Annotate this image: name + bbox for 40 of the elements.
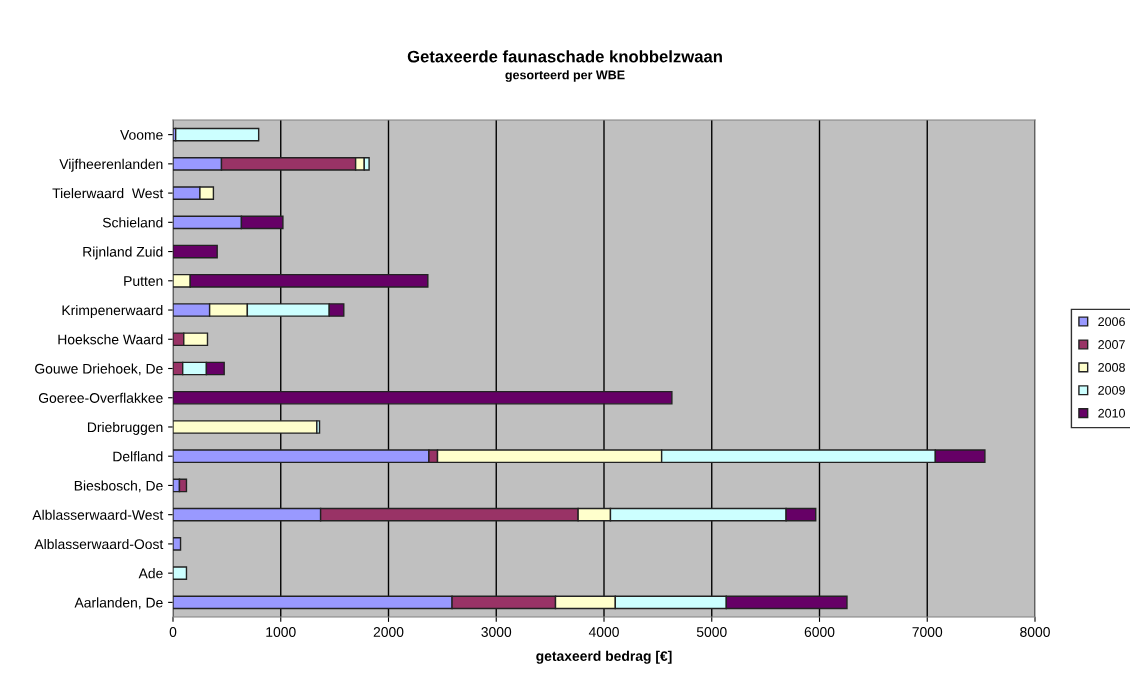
- legend-label: 2009: [1098, 385, 1125, 395]
- bar: [174, 127, 260, 142]
- x-tick-label: 6000: [804, 627, 835, 637]
- x-tick-label: 2000: [373, 627, 404, 637]
- y-tick-label: Voome: [120, 130, 163, 140]
- x-axis-title: getaxeerd bedrag [€]: [536, 650, 672, 664]
- x-tick-label: 0: [169, 627, 177, 637]
- y-tick-label: Tielerwaard West: [52, 188, 164, 199]
- y-tick-label: Schieland: [102, 217, 163, 228]
- legend-label: 2006: [1098, 317, 1125, 327]
- x-tick-label: 8000: [1020, 627, 1050, 637]
- bar: [173, 537, 182, 551]
- x-tick-label: 1000: [266, 627, 296, 637]
- y-tick-label: Delfland: [113, 451, 163, 462]
- y-tick-label: Rijnland Zuid: [83, 246, 163, 260]
- y-tick-label: Aarlanden, De: [74, 597, 163, 610]
- x-tick-label: 5000: [696, 627, 727, 637]
- bar: [173, 566, 188, 580]
- y-tick-label: Krimpenerwaard: [62, 305, 163, 318]
- x-tick-label: 4000: [588, 627, 619, 637]
- x-tick-label: 3000: [481, 627, 512, 637]
- y-tick-label: Putten: [124, 276, 163, 286]
- legend-label: 2008: [1098, 363, 1125, 372]
- legend-label: 2007: [1098, 340, 1125, 349]
- y-tick-label: Biesbosch, De: [74, 480, 163, 493]
- legend-label: 2010: [1098, 408, 1125, 418]
- y-tick-label: Ade: [138, 568, 163, 579]
- y-tick-label: Alblasserwaard-West: [32, 509, 164, 520]
- bar: [173, 390, 673, 405]
- bar: [173, 420, 318, 434]
- y-tick-label: Goeree-Overflakkee: [38, 392, 163, 403]
- y-tick-label: Gouwe Driehoek, De: [35, 363, 163, 376]
- y-tick-label: Vijfheerenlanden: [59, 158, 163, 172]
- x-tick-label: 7000: [912, 627, 943, 637]
- y-tick-label: Hoeksche Waard: [58, 334, 163, 345]
- chart-title: Getaxeerde faunaschade knobbelzwaan: [407, 50, 722, 63]
- y-tick-label: Driebruggen: [87, 421, 163, 435]
- chart-subtitle: gesorteerd per WBE: [505, 70, 625, 82]
- bar: [173, 244, 218, 259]
- y-tick-label: Alblasserwaard-Oost: [34, 538, 164, 550]
